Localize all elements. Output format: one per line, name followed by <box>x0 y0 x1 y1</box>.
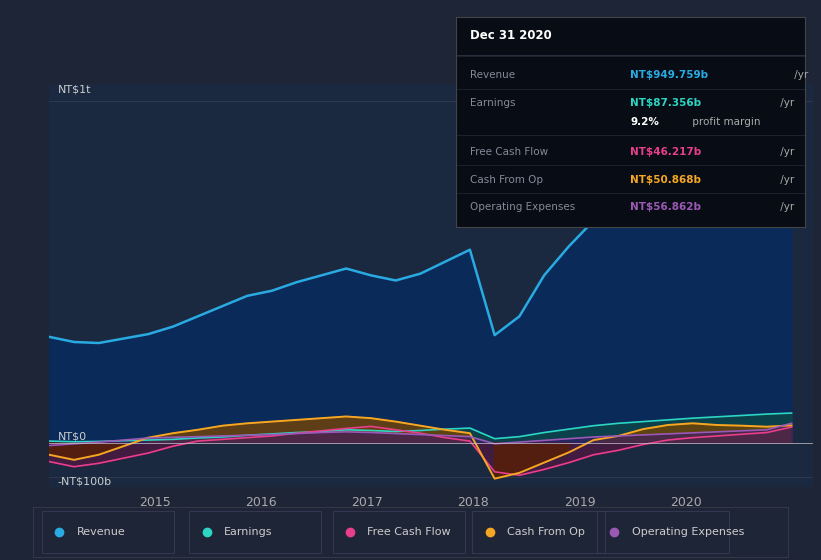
Text: Dec 31 2020: Dec 31 2020 <box>470 30 552 43</box>
Text: NT$1t: NT$1t <box>57 85 91 95</box>
Text: Earnings: Earnings <box>470 98 515 108</box>
Text: /yr: /yr <box>777 175 794 185</box>
Text: NT$46.217b: NT$46.217b <box>631 147 701 157</box>
Text: NT$56.862b: NT$56.862b <box>631 202 701 212</box>
Text: Cash From Op: Cash From Op <box>470 175 543 185</box>
Text: /yr: /yr <box>777 98 794 108</box>
Text: NT$0: NT$0 <box>57 431 87 441</box>
Text: Earnings: Earnings <box>224 527 273 537</box>
Text: Revenue: Revenue <box>470 69 515 80</box>
Text: profit margin: profit margin <box>689 117 760 127</box>
Text: Operating Expenses: Operating Expenses <box>470 202 575 212</box>
Text: Free Cash Flow: Free Cash Flow <box>368 527 451 537</box>
Text: -NT$100b: -NT$100b <box>57 477 112 487</box>
Text: Free Cash Flow: Free Cash Flow <box>470 147 548 157</box>
Text: NT$949.759b: NT$949.759b <box>631 69 709 80</box>
Text: Cash From Op: Cash From Op <box>507 527 585 537</box>
Text: NT$50.868b: NT$50.868b <box>631 175 701 185</box>
Text: /yr: /yr <box>791 69 809 80</box>
Text: Revenue: Revenue <box>76 527 126 537</box>
Text: /yr: /yr <box>777 202 794 212</box>
Text: 9.2%: 9.2% <box>631 117 659 127</box>
Text: /yr: /yr <box>777 147 794 157</box>
Text: Operating Expenses: Operating Expenses <box>632 527 744 537</box>
Text: NT$87.356b: NT$87.356b <box>631 98 701 108</box>
